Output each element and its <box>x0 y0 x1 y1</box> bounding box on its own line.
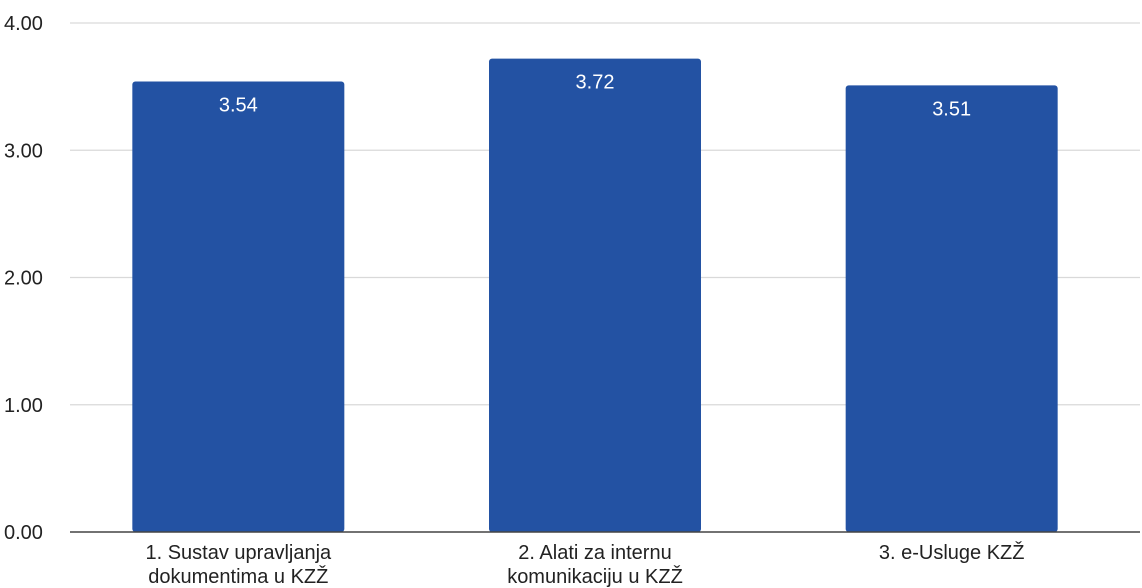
bar <box>489 58 701 532</box>
bar <box>845 85 1058 532</box>
y-tick-label: 3.00 <box>4 140 43 162</box>
data-label: 3.51 <box>932 98 971 120</box>
x-category-label: 3. e-Usluge KZŽ <box>879 541 1025 564</box>
y-tick-label: 1.00 <box>4 395 43 417</box>
x-category-label: 1. Sustav upravljanja <box>145 542 332 564</box>
labels: 0.00 1.00 2.00 3.00 4.00 3.54 1. Sustav upravl… <box>4 13 1024 588</box>
x-category-label: 2. Alati za internu <box>518 542 671 564</box>
y-tick-label: 4.00 <box>4 13 43 35</box>
y-tick-label: 0.00 <box>4 522 43 544</box>
bar <box>132 81 345 532</box>
data-label: 3.72 <box>576 72 615 94</box>
x-category-label: dokumentima u KZŽ <box>148 565 328 588</box>
y-tick-label: 2.00 <box>4 268 43 290</box>
bars <box>132 58 1058 532</box>
x-category-label: komunikaciju u KZŽ <box>507 565 683 588</box>
data-label: 3.54 <box>219 95 258 117</box>
